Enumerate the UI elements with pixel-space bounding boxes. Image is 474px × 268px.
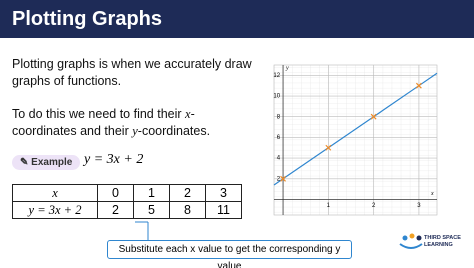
logo: THIRD SPACE LEARNING xyxy=(424,235,461,249)
instruction-text: To do this we need to find their x-coord… xyxy=(12,106,252,140)
badge-text: Example xyxy=(31,157,73,168)
text: To do this we need to find their xyxy=(12,107,182,121)
logo-text: THIRD SPACE xyxy=(424,235,461,241)
y-tick-label: 4 xyxy=(277,156,281,162)
y-tick-label: 6 xyxy=(277,135,281,141)
line-extension xyxy=(418,72,438,87)
point-marker xyxy=(415,82,422,89)
function-line xyxy=(282,85,420,180)
callout: Substitute each x value to get the corre… xyxy=(107,240,352,268)
y-tick-label: 8 xyxy=(277,114,281,120)
example-badge: ✎ Example xyxy=(12,155,81,170)
logo-icon xyxy=(399,233,423,249)
logo-text: LEARNING xyxy=(424,242,453,248)
x-tick-label: 1 xyxy=(327,203,331,209)
y-tick-label: 12 xyxy=(273,73,280,79)
point-marker xyxy=(370,113,377,120)
math: y xyxy=(132,124,138,138)
table-row: y = 3x + 2 2 5 8 11 xyxy=(12,201,242,219)
point-marker xyxy=(280,175,286,182)
intro-text: Plotting graphs is when we accurately dr… xyxy=(12,57,252,88)
x-tick-label: 2 xyxy=(372,203,376,209)
x-tick-label: 3 xyxy=(417,203,421,209)
plot-area xyxy=(273,64,438,216)
text: -coordinates and their xyxy=(12,107,195,138)
header: Plotting Graphs xyxy=(0,0,474,38)
table-cell: y = 3x + 2 xyxy=(12,201,98,219)
y-tick-label: 2 xyxy=(277,176,281,182)
equation: y = 3x + 2 xyxy=(84,152,144,167)
table-cell: 11 xyxy=(205,201,242,219)
x-axis-label: x xyxy=(430,191,434,197)
text: -coordinates. xyxy=(137,124,211,138)
point-marker xyxy=(325,144,332,151)
y-tick-label: 10 xyxy=(273,94,280,100)
y-axis-label: y xyxy=(285,65,289,71)
title: Plotting Graphs xyxy=(12,8,162,30)
math: x xyxy=(185,107,191,121)
